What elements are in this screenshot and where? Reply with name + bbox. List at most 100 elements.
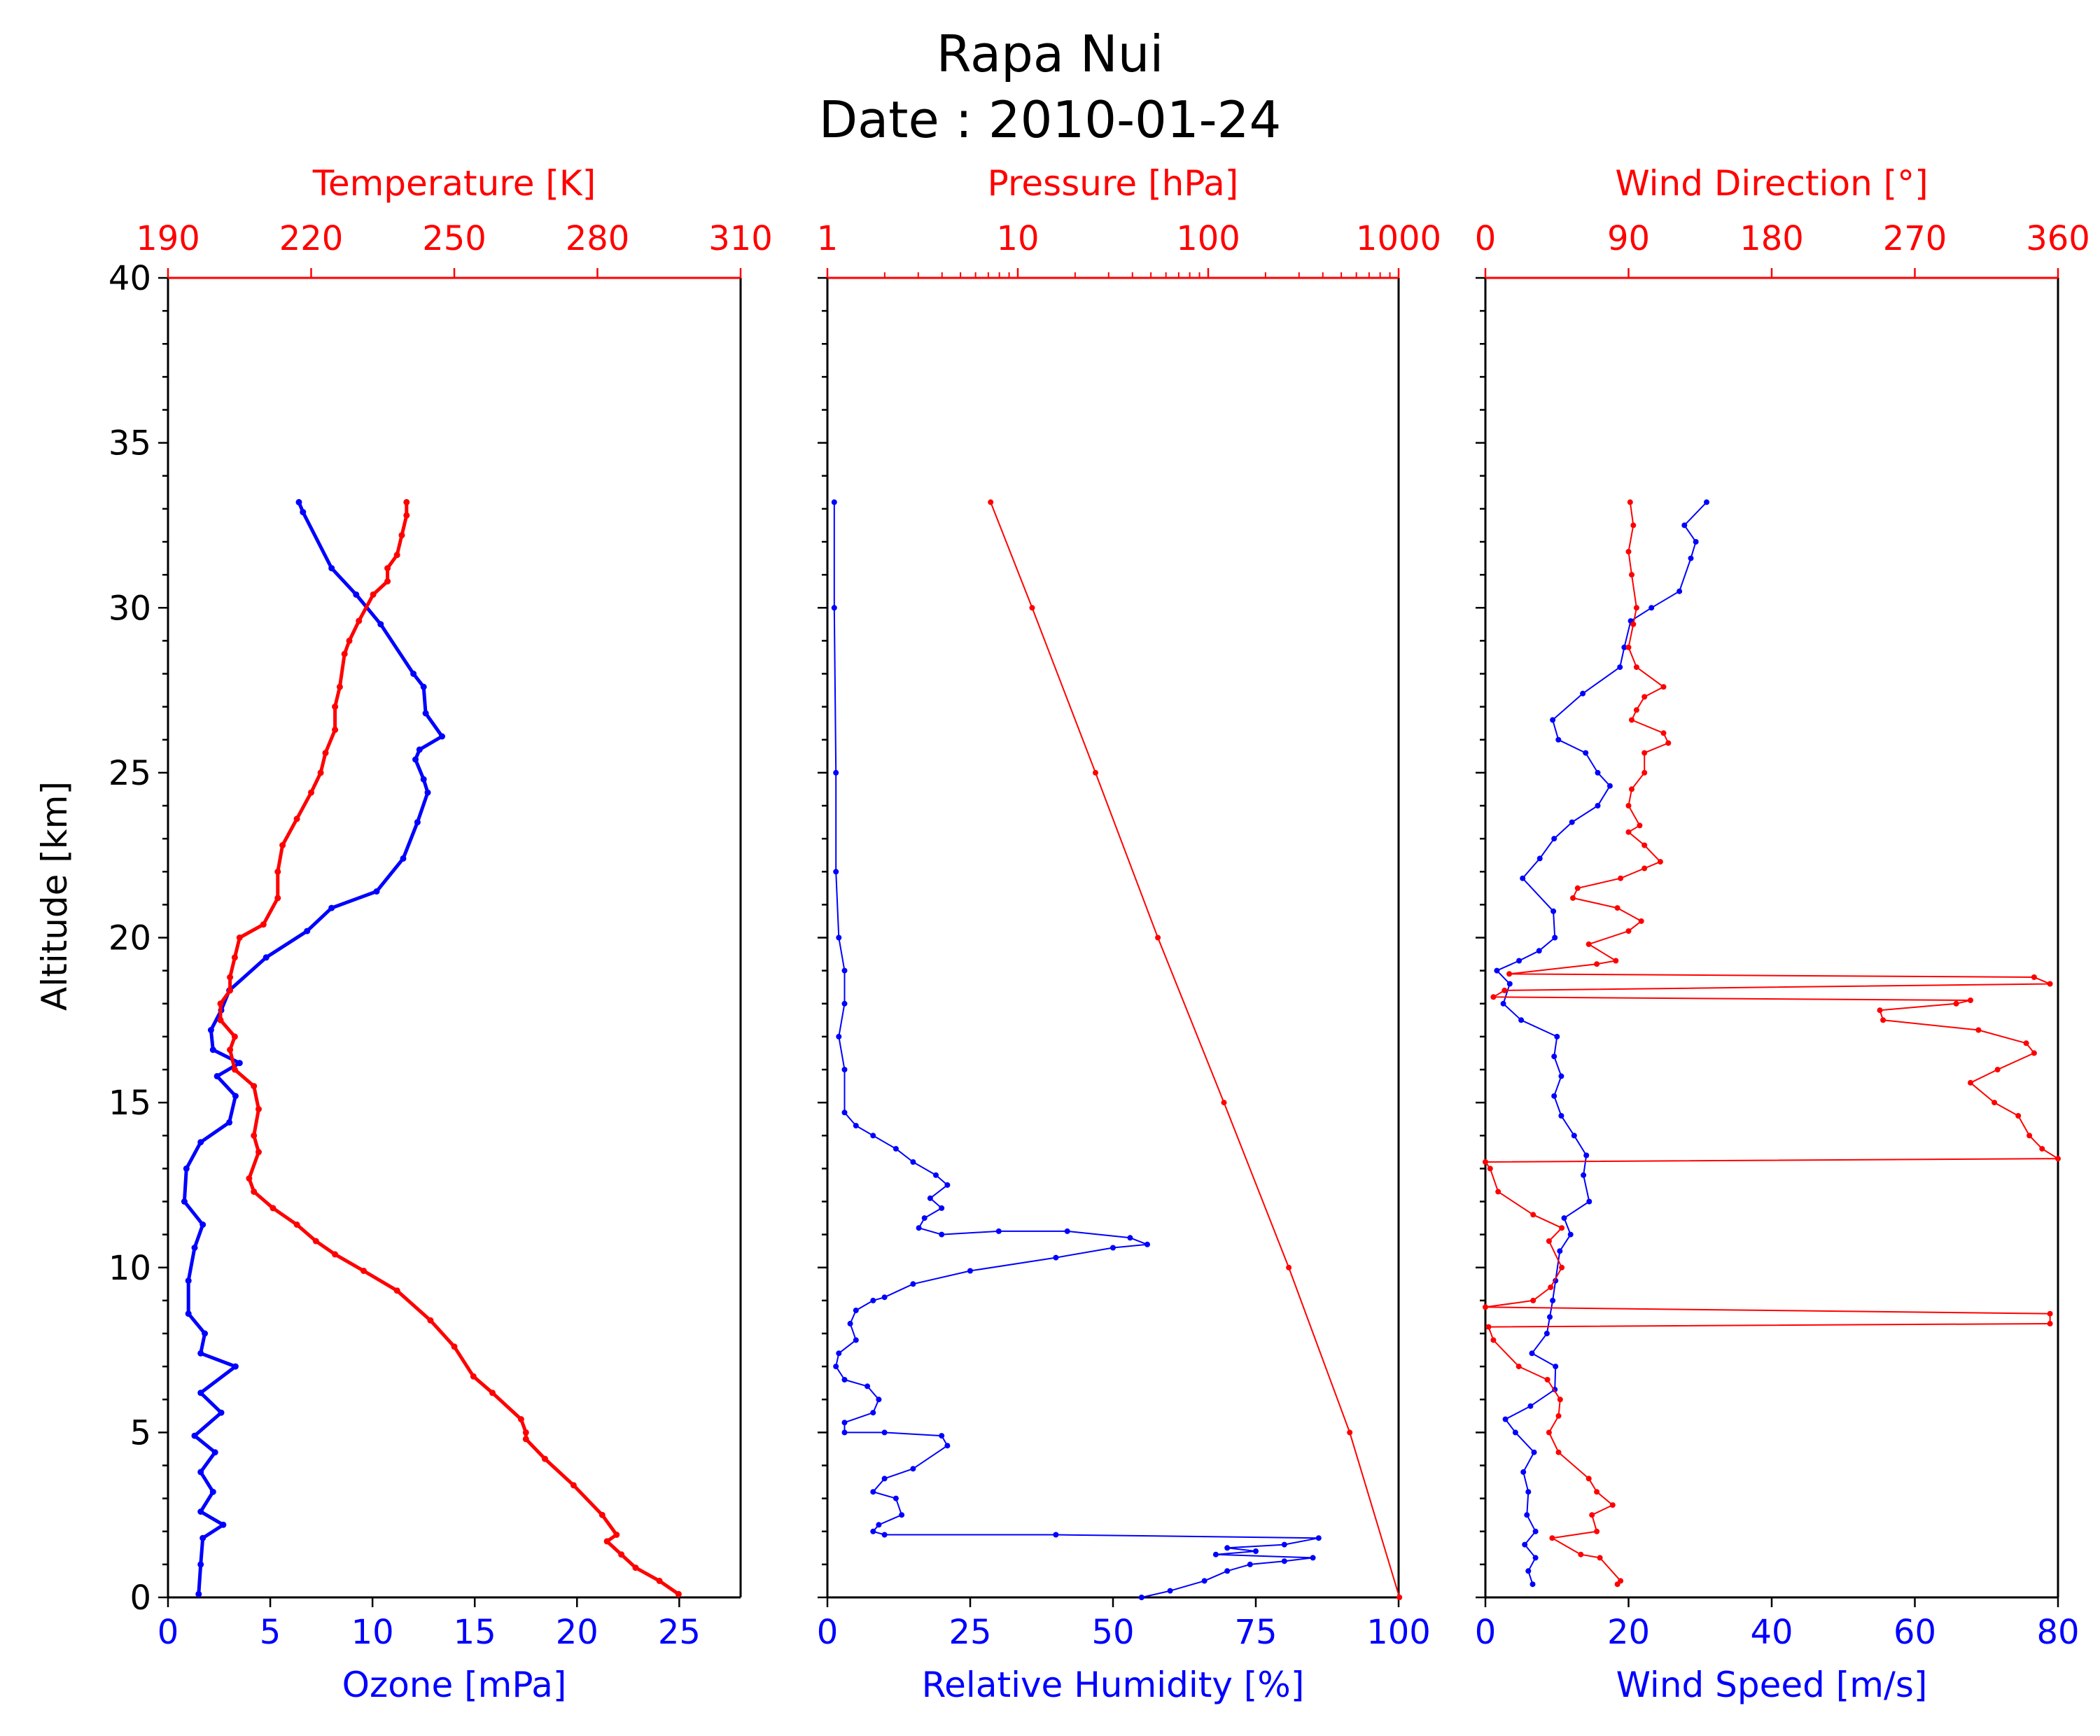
wind-series-0-point xyxy=(1558,1073,1564,1079)
wind-bottom-axis-label: Wind Speed [m/s] xyxy=(1616,1665,1928,1705)
wind-bottom-tick-label: 60 xyxy=(1893,1613,1936,1652)
humidity-pressure-series-1-point xyxy=(1396,1595,1403,1600)
humidity-pressure-bottom-tick-label: 75 xyxy=(1234,1613,1277,1652)
ozone-temperature-series-0-point xyxy=(412,756,419,763)
ozone-temperature-series-1-point xyxy=(246,1175,253,1182)
humidity-pressure-series-0-point xyxy=(870,1410,876,1416)
humidity-pressure-series-0-point xyxy=(1212,1551,1219,1558)
humidity-pressure-series-0-point xyxy=(1247,1561,1253,1567)
wind-series-1-point xyxy=(1642,694,1648,700)
wind-top-tick-label: 90 xyxy=(1607,219,1650,258)
ozone-temperature-series-1-point xyxy=(427,1317,434,1324)
wind-series-1-point xyxy=(1614,905,1620,911)
wind-series-1-point xyxy=(1555,1413,1562,1419)
wind-series-0-point xyxy=(1544,1331,1550,1336)
wind-series-1-point xyxy=(1991,1100,1998,1106)
humidity-pressure-series-0-point xyxy=(1253,1548,1259,1554)
humidity-pressure-series-0-point xyxy=(841,1067,848,1072)
y-tick-label: 20 xyxy=(108,919,151,958)
wind-series-1-point xyxy=(2047,1320,2053,1326)
wind-series-0-point xyxy=(1580,690,1586,696)
wind-series-1-point xyxy=(1642,842,1648,848)
wind-series-0-point xyxy=(1520,1469,1527,1475)
ozone-temperature-top-tick-label: 250 xyxy=(422,219,486,258)
ozone-temperature-series-0-point xyxy=(185,1310,192,1317)
y-tick-label: 35 xyxy=(108,424,151,463)
wind-series-1-point xyxy=(2031,974,2037,980)
wind-series-1-point xyxy=(2031,1050,2037,1056)
ozone-temperature-series-1-point xyxy=(274,895,281,902)
wind-series-1-point xyxy=(2055,1156,2061,1162)
wind-series-0-point xyxy=(1621,644,1628,650)
ozone-temperature-series-1-point xyxy=(489,1390,496,1396)
wind-series-1-point xyxy=(1495,1189,1502,1195)
humidity-pressure-series-1-point xyxy=(1155,934,1161,941)
humidity-pressure-series-0-point xyxy=(841,1429,848,1436)
humidity-pressure-series-0-point xyxy=(921,1215,927,1222)
y-tick-label: 15 xyxy=(108,1084,151,1123)
wind-series-0-point xyxy=(1567,1231,1574,1238)
wind-series-0-point xyxy=(1583,750,1589,756)
wind-series-1-point xyxy=(1594,1528,1600,1534)
humidity-pressure-bottom-axis-label: Relative Humidity [%] xyxy=(922,1665,1305,1705)
ozone-temperature-series-1-point xyxy=(317,769,324,776)
humidity-pressure-series-0-point xyxy=(870,1297,876,1303)
ozone-temperature-series-0-point xyxy=(295,498,302,505)
wind-series-1-point xyxy=(1618,1578,1624,1584)
panel-wind: 0 20 40 60 80 Wind Speed [m/s] 0 90 180 270 360 Win… xyxy=(1475,163,2090,1705)
ozone-temperature-series-1-point xyxy=(613,1532,620,1538)
ozone-temperature-series-1-point xyxy=(274,868,281,875)
ozone-temperature-top-tick-label: 220 xyxy=(279,219,344,258)
wind-series-0-point xyxy=(1530,1581,1536,1588)
wind-series-0-point xyxy=(1704,499,1709,505)
y-axis-label: Altitude [km] xyxy=(34,781,75,1011)
ozone-temperature-series-1-point xyxy=(231,1066,238,1073)
wind-series-1-point xyxy=(1546,1429,1552,1436)
wind-series-0-point xyxy=(1536,855,1543,862)
ozone-temperature-series-1-point xyxy=(542,1455,548,1462)
ozone-temperature-series-1-point xyxy=(384,578,391,584)
wind-series-0-point xyxy=(1571,1133,1577,1139)
humidity-pressure-top-axis-label: Pressure [hPa] xyxy=(988,163,1239,204)
ozone-temperature-bottom-tick-label: 10 xyxy=(351,1613,394,1652)
wind-series-1-point xyxy=(1597,1555,1603,1561)
ozone-temperature-top-tick-label: 190 xyxy=(136,219,200,258)
wind-series-0-point xyxy=(1581,1172,1587,1178)
ozone-temperature-series-1-point xyxy=(332,727,339,734)
humidity-pressure-series-0-point xyxy=(1281,1541,1287,1548)
wind-series-0-point xyxy=(1518,1017,1525,1023)
wind-series-0-point xyxy=(1532,1528,1539,1534)
wind-series-1-point xyxy=(1627,499,1633,505)
wind-series-1-point xyxy=(1629,572,1634,578)
wind-series-1-point xyxy=(1594,961,1600,967)
humidity-pressure-series-0-point xyxy=(1281,1558,1287,1564)
y-tick-label: 30 xyxy=(108,589,151,628)
ozone-temperature-series-1-point xyxy=(217,1000,224,1007)
wind-series-1-point xyxy=(1953,1000,1959,1007)
ozone-temperature-series-1-point xyxy=(251,1083,258,1090)
wind-series-1-point xyxy=(1609,1502,1616,1508)
wind-series-0-point xyxy=(1676,588,1683,594)
ozone-temperature-series-0-point xyxy=(422,710,429,717)
wind-series-1-point xyxy=(1642,865,1648,872)
wind-series-1-point xyxy=(1629,786,1634,792)
humidity-pressure-top-tick-label: 1000 xyxy=(1356,219,1441,258)
ozone-temperature-series-1-point xyxy=(332,704,339,710)
ozone-temperature-series-1-point xyxy=(255,1149,262,1156)
ozone-temperature-series-1-point xyxy=(279,842,286,848)
wind-series-0-point xyxy=(1547,1314,1553,1320)
humidity-pressure-series-0-point xyxy=(853,1123,859,1129)
ozone-temperature-series-1-point xyxy=(675,1590,682,1597)
wind-series-1-point xyxy=(1549,1535,1555,1541)
ozone-temperature-series-0-point xyxy=(197,1390,204,1396)
ozone-temperature-series-1-point xyxy=(522,1436,529,1443)
humidity-pressure-series-1-point xyxy=(988,499,994,505)
wind-series-0-point xyxy=(1553,1364,1559,1370)
wind-series-1-point xyxy=(1625,803,1632,808)
wind-series-1-point xyxy=(1880,1017,1886,1023)
wind-top-tick-label: 0 xyxy=(1475,219,1497,258)
wind-series-1-point xyxy=(1968,1079,1973,1086)
humidity-pressure-series-0-point xyxy=(847,1320,853,1326)
ozone-temperature-series-0-point xyxy=(353,591,360,598)
humidity-pressure-series-1-point xyxy=(1347,1429,1353,1436)
